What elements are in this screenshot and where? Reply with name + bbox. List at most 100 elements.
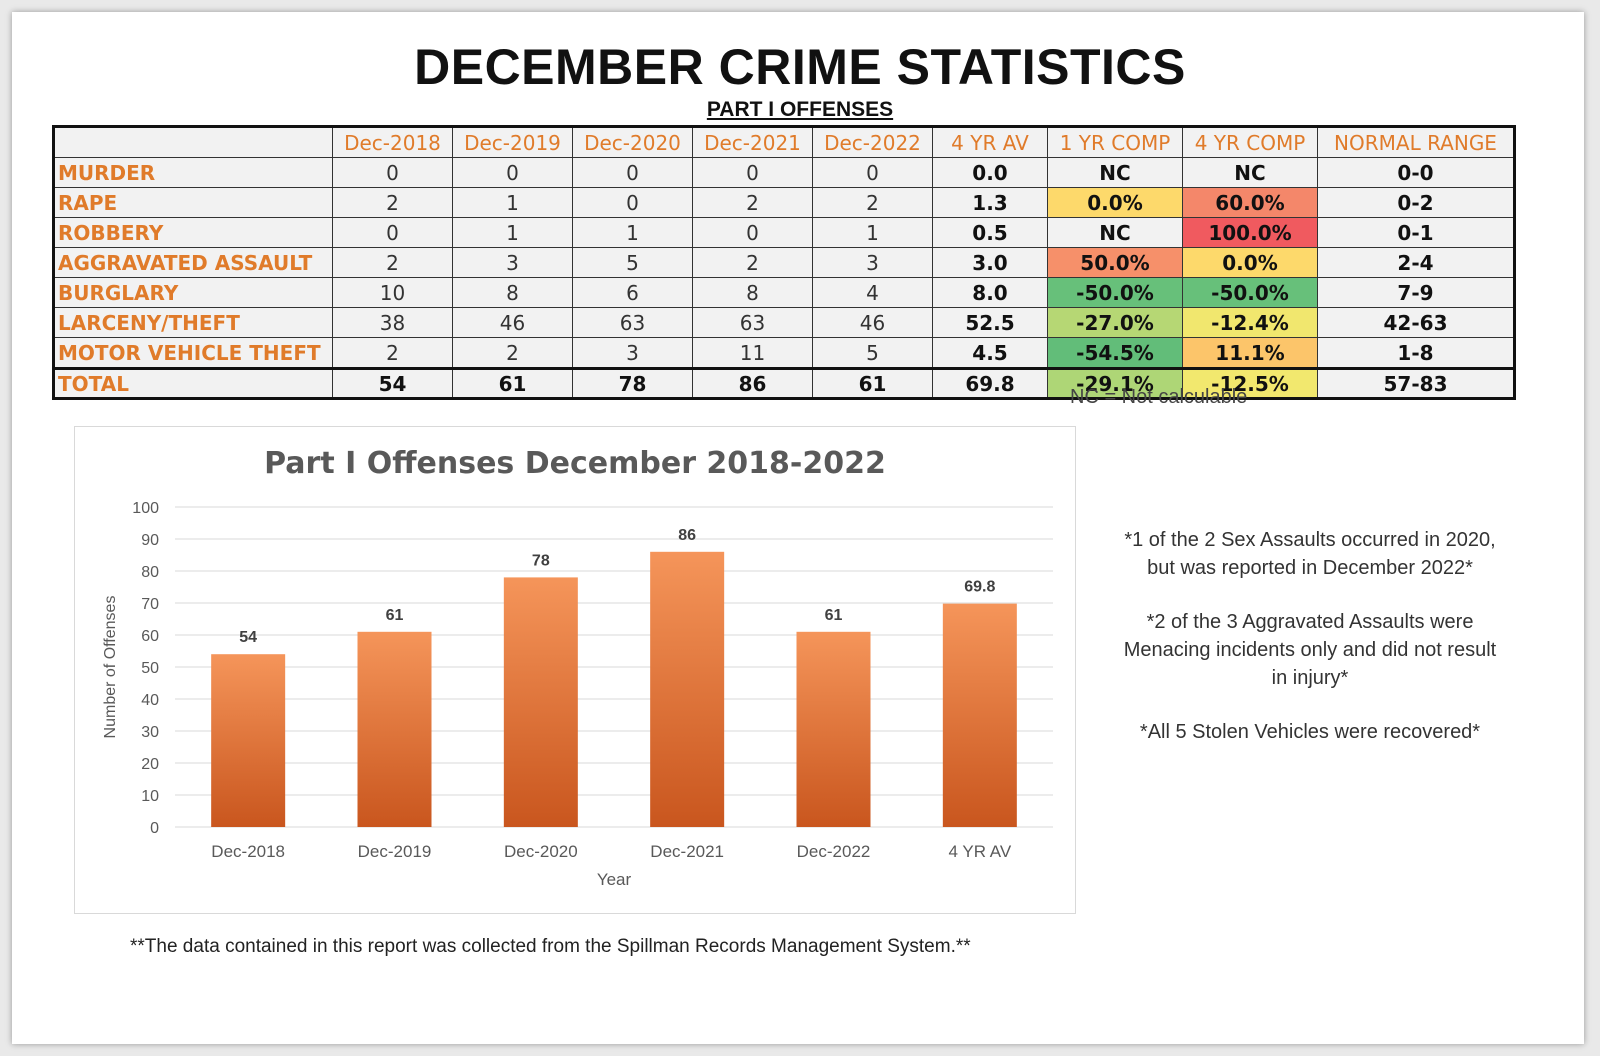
normal-range-cell: 1-8 [1317, 337, 1515, 369]
bar-data-label: 69.8 [964, 579, 995, 596]
footer-source-note: **The data contained in this report was … [130, 936, 971, 957]
one-year-comp-cell: NC [1047, 157, 1183, 188]
bar [357, 631, 432, 827]
year-count-cell: 46 [812, 307, 933, 338]
header-dec-2018: Dec-2018 [332, 126, 453, 158]
table-row: MURDER 0 0 0 0 0 0.0 NC NC 0-0 [53, 157, 1515, 188]
one-year-comp-cell: -29.1% [1047, 367, 1183, 399]
bar [942, 603, 1017, 827]
year-count-cell: 0 [572, 157, 693, 188]
header-1yr-comp: 1 YR COMP [1047, 126, 1183, 158]
bar-data-label: 78 [532, 552, 550, 569]
row-label: MURDER [53, 157, 333, 188]
year-count-cell: 86 [692, 367, 813, 399]
table-header-row: Dec-2018 Dec-2019 Dec-2020 Dec-2021 Dec-… [53, 126, 1515, 158]
four-year-comp-cell: 11.1% [1182, 337, 1318, 369]
table-row: BURGLARY 10 8 6 8 4 8.0 -50.0% -50.0% 7-9 [53, 277, 1515, 308]
year-count-cell: 2 [812, 187, 933, 218]
y-tick-label: 100 [132, 500, 159, 517]
four-year-average-cell: 52.5 [932, 307, 1048, 338]
year-count-cell: 1 [452, 217, 573, 248]
row-label: LARCENY/THEFT [53, 307, 333, 338]
year-count-cell: 2 [332, 337, 453, 369]
year-count-cell: 2 [332, 247, 453, 278]
year-count-cell: 0 [332, 217, 453, 248]
header-dec-2022: Dec-2022 [812, 126, 933, 158]
four-year-comp-cell: -12.5% [1182, 367, 1318, 399]
notes-panel: *1 of the 2 Sex Assaults occurred in 202… [1120, 526, 1500, 772]
four-year-average-cell: 0.0 [932, 157, 1048, 188]
year-count-cell: 2 [692, 187, 813, 218]
table-row: MOTOR VEHICLE THEFT 2 2 3 11 5 4.5 -54.5% 11.1% 1… [53, 337, 1515, 369]
header-dec-2019: Dec-2019 [452, 126, 573, 158]
header-dec-2020: Dec-2020 [572, 126, 693, 158]
normal-range-cell: 0-2 [1317, 187, 1515, 218]
row-label: RAPE [53, 187, 333, 218]
year-count-cell: 4 [812, 277, 933, 308]
four-year-average-cell: 1.3 [932, 187, 1048, 218]
x-tick-label: Dec-2019 [358, 842, 432, 861]
header-4yr-comp: 4 YR COMP [1182, 126, 1318, 158]
page-title: DECEMBER CRIME STATISTICS [414, 39, 1186, 95]
four-year-average-cell: 69.8 [932, 367, 1048, 399]
year-count-cell: 38 [332, 307, 453, 338]
year-count-cell: 0 [332, 157, 453, 188]
header-dec-2021: Dec-2021 [692, 126, 813, 158]
four-year-comp-cell: 60.0% [1182, 187, 1318, 218]
year-count-cell: 1 [452, 187, 573, 218]
year-count-cell: 0 [812, 157, 933, 188]
year-count-cell: 3 [572, 337, 693, 369]
bar [211, 654, 286, 827]
one-year-comp-cell: NC [1047, 217, 1183, 248]
normal-range-cell: 0-0 [1317, 157, 1515, 188]
row-label: AGGRAVATED ASSAULT [53, 247, 333, 278]
year-count-cell: 10 [332, 277, 453, 308]
year-count-cell: 5 [572, 247, 693, 278]
year-count-cell: 54 [332, 367, 453, 399]
four-year-comp-cell: -50.0% [1182, 277, 1318, 308]
bar-data-label: 54 [239, 629, 257, 646]
page-subtitle: PART I OFFENSES [706, 98, 894, 121]
one-year-comp-cell: -54.5% [1047, 337, 1183, 369]
note-sex-assaults: *1 of the 2 Sex Assaults occurred in 202… [1124, 529, 1496, 579]
y-tick-label: 60 [141, 628, 159, 645]
y-tick-label: 90 [141, 532, 159, 549]
normal-range-cell: 7-9 [1317, 277, 1515, 308]
x-tick-label: Dec-2020 [504, 842, 578, 861]
bar-data-label: 61 [825, 607, 843, 624]
normal-range-cell: 57-83 [1317, 367, 1515, 399]
y-tick-label: 0 [150, 820, 159, 837]
row-label: MOTOR VEHICLE THEFT [53, 337, 333, 369]
normal-range-cell: 0-1 [1317, 217, 1515, 248]
year-count-cell: 0 [572, 187, 693, 218]
four-year-comp-cell: -12.4% [1182, 307, 1318, 338]
four-year-comp-cell: NC [1182, 157, 1318, 188]
nc-note: NC = Not calculable [1070, 386, 1248, 408]
year-count-cell: 0 [452, 157, 573, 188]
row-label: BURGLARY [53, 277, 333, 308]
year-count-cell: 11 [692, 337, 813, 369]
table-row: ROBBERY 0 1 1 0 1 0.5 NC 100.0% 0-1 [53, 217, 1515, 248]
x-tick-label: Dec-2018 [211, 842, 285, 861]
four-year-average-cell: 0.5 [932, 217, 1048, 248]
year-count-cell: 78 [572, 367, 693, 399]
year-count-cell: 6 [572, 277, 693, 308]
x-tick-label: 4 YR AV [948, 842, 1011, 861]
normal-range-cell: 42-63 [1317, 307, 1515, 338]
year-count-cell: 63 [572, 307, 693, 338]
year-count-cell: 2 [452, 337, 573, 369]
y-tick-label: 20 [141, 756, 159, 773]
four-year-comp-cell: 100.0% [1182, 217, 1318, 248]
crime-stats-table: Dec-2018 Dec-2019 Dec-2020 Dec-2021 Dec-… [52, 125, 1516, 400]
four-year-average-cell: 8.0 [932, 277, 1048, 308]
year-count-cell: 0 [692, 217, 813, 248]
y-tick-label: 50 [141, 660, 159, 677]
bar [503, 577, 578, 827]
y-tick-label: 80 [141, 564, 159, 581]
table-row: RAPE 2 1 0 2 2 1.3 0.0% 60.0% 0-2 [53, 187, 1515, 218]
note-aggravated-assaults: *2 of the 3 Aggravated Assaults were Men… [1123, 611, 1497, 689]
year-count-cell: 61 [452, 367, 573, 399]
y-tick-label: 70 [141, 596, 159, 613]
one-year-comp-cell: -27.0% [1047, 307, 1183, 338]
year-count-cell: 63 [692, 307, 813, 338]
